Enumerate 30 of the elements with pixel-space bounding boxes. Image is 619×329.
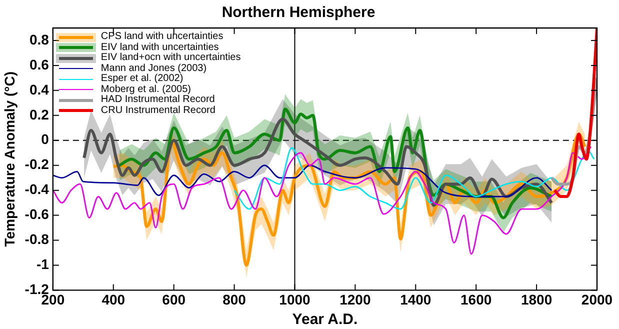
x-axis-title: Year A.D. — [292, 311, 358, 328]
x-tick-label: 1200 — [340, 291, 371, 308]
legend-label: CPS land with uncertainties — [100, 31, 224, 42]
x-tick-label: 400 — [102, 291, 126, 308]
y-tick-label: 0.4 — [29, 81, 50, 98]
y-tick-label: -0.8 — [24, 231, 50, 248]
x-tick-label: 800 — [222, 291, 246, 308]
legend-label: EIV land+ocn with uncertainties — [100, 52, 241, 64]
x-tick-label: 1800 — [520, 291, 552, 308]
y-tick-label: 0 — [41, 131, 50, 148]
y-tick-label: -0.4 — [24, 181, 50, 198]
x-tick-label: 600 — [162, 291, 186, 308]
legend-label: Mann and Jones (2003) — [100, 62, 207, 74]
y-tick-label: 0.2 — [29, 106, 50, 122]
x-tick-label: 2000 — [581, 291, 613, 308]
x-tick-label: 1600 — [460, 291, 492, 308]
x-tick-label: 1000 — [279, 291, 311, 308]
legend-label: HAD Instrumental Record — [100, 94, 215, 106]
y-axis-title: Temperature Anomaly (°C) — [1, 72, 18, 247]
y-tick-label: 0.8 — [29, 31, 50, 48]
y-tick-label: -0.2 — [24, 156, 50, 172]
legend-label: CRU Instrumental Record — [100, 104, 216, 116]
x-tick-label: 1400 — [400, 291, 432, 308]
legend-label: EIV land with uncertainties — [100, 42, 219, 52]
y-tick-label: -1 — [36, 256, 50, 272]
y-tick-label: -0.6 — [24, 206, 50, 222]
legend-label: Esper et al. (2002) — [100, 73, 184, 84]
legend-label: Moberg et al. (2005) — [100, 84, 191, 94]
y-tick-label: 0.6 — [29, 56, 50, 72]
chart-title: Northern Hemisphere — [222, 4, 376, 22]
